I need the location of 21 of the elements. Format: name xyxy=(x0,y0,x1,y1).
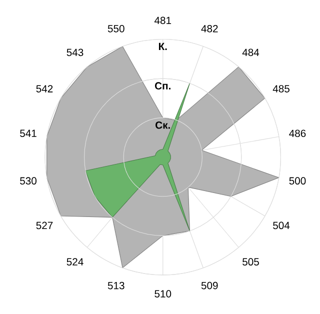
spoke-label: 527 xyxy=(36,222,53,230)
spoke-label: 509 xyxy=(201,282,218,290)
y-tick-label: К. xyxy=(158,42,167,50)
spoke-label: 486 xyxy=(289,130,306,137)
spoke-label: 530 xyxy=(20,177,36,184)
spoke-label: 524 xyxy=(66,258,84,266)
spoke-label: 510 xyxy=(154,290,172,298)
spoke-label: 504 xyxy=(273,222,290,230)
spoke-label: 500 xyxy=(289,177,306,184)
spoke-label: 484 xyxy=(242,48,260,56)
y-tick-label: Ск. xyxy=(156,121,170,129)
spoke-label: 513 xyxy=(108,282,124,290)
spoke-label: 541 xyxy=(20,130,36,137)
spoke-label: 550 xyxy=(108,24,124,32)
spoke-label: 543 xyxy=(66,48,84,56)
y-tick-label: Сп. xyxy=(155,82,170,90)
spoke-label: 505 xyxy=(242,258,259,266)
spoke-label: 482 xyxy=(201,24,218,32)
spoke-label: 542 xyxy=(36,84,53,92)
spoke-label: 485 xyxy=(272,84,290,92)
spoke-label: 481 xyxy=(154,16,172,24)
